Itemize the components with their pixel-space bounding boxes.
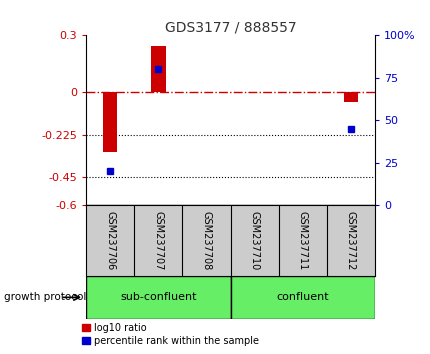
Legend: log10 ratio, percentile rank within the sample: log10 ratio, percentile rank within the … bbox=[82, 323, 258, 346]
Bar bbox=[230, 276, 374, 319]
Text: growth protocol: growth protocol bbox=[4, 292, 86, 302]
Text: confluent: confluent bbox=[276, 292, 329, 302]
Text: GSM237710: GSM237710 bbox=[249, 211, 259, 270]
Bar bbox=[151, 46, 165, 92]
Text: GSM237707: GSM237707 bbox=[153, 211, 163, 270]
Bar bbox=[343, 92, 357, 102]
Text: GSM237711: GSM237711 bbox=[297, 211, 307, 270]
Bar bbox=[103, 92, 117, 153]
Text: GSM237708: GSM237708 bbox=[201, 211, 211, 270]
Bar bbox=[86, 276, 230, 319]
Title: GDS3177 / 888557: GDS3177 / 888557 bbox=[164, 20, 296, 34]
Text: GSM237712: GSM237712 bbox=[345, 211, 355, 270]
Text: GSM237706: GSM237706 bbox=[105, 211, 115, 270]
Text: sub-confluent: sub-confluent bbox=[120, 292, 196, 302]
